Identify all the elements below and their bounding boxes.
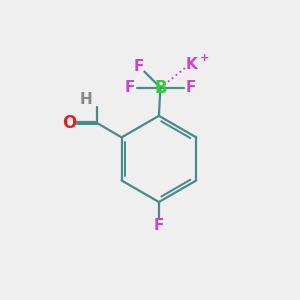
- Text: F: F: [134, 59, 144, 74]
- Text: B: B: [154, 79, 167, 97]
- Text: H: H: [80, 92, 92, 107]
- Text: F: F: [185, 80, 196, 95]
- Text: O: O: [62, 114, 77, 132]
- Text: +: +: [200, 53, 209, 63]
- Text: F: F: [125, 80, 135, 95]
- Text: F: F: [154, 218, 164, 233]
- Text: K: K: [186, 57, 197, 72]
